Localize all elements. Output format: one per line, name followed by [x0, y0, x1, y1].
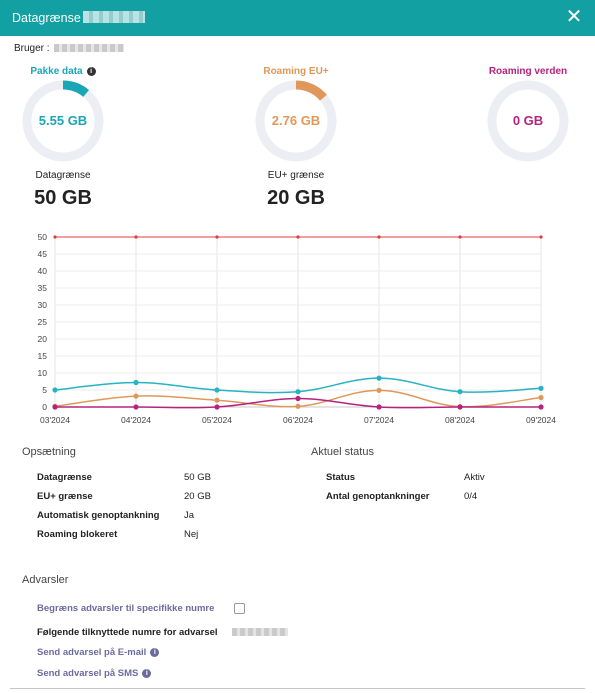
x-tick-label: 07'2024 [364, 415, 394, 425]
gauge-label-roaming-world: Roaming verden [488, 66, 568, 77]
y-tick-label: 50 [38, 232, 48, 242]
y-tick-label: 25 [38, 317, 48, 327]
data-point[interactable] [376, 404, 382, 410]
gauge-value: 0 GB [512, 113, 544, 128]
data-limit-value: 50 GB [34, 187, 92, 209]
x-tick-label: 03'2024 [40, 415, 70, 425]
gauge-roaming-world: 0 GB [486, 79, 570, 163]
info-icon[interactable]: i [150, 648, 160, 657]
close-icon[interactable]: ✕ [565, 6, 583, 28]
data-point[interactable] [214, 397, 220, 403]
status-row-value: 0/4 [464, 491, 478, 502]
user-label: Bruger : [14, 43, 50, 54]
eu-limit-value: 20 GB [267, 187, 325, 209]
gauge-label-package: Pakke data i [3, 66, 123, 77]
x-tick-label: 06'2024 [283, 415, 313, 425]
user-row: Bruger : [14, 43, 124, 54]
data-point[interactable] [538, 404, 544, 410]
y-tick-label: 15 [38, 351, 48, 361]
gauge-roaming-eu: 2.76 GB [254, 79, 338, 163]
setup-row-label: Roaming blokeret [37, 529, 118, 540]
linked-numbers-label: Følgende tilknyttede numre for advarsel [37, 627, 218, 638]
data-point[interactable] [295, 403, 301, 409]
y-tick-label: 5 [42, 385, 47, 395]
eu-limit-label: EU+ grænse [267, 170, 325, 181]
warnings-title: Advarsler [22, 574, 69, 586]
data-point[interactable] [134, 235, 138, 239]
setup-row-value: 20 GB [184, 491, 211, 502]
data-point[interactable] [457, 404, 463, 410]
setup-row-value: Nej [184, 529, 199, 540]
gauge-arc [62, 80, 90, 98]
data-point[interactable] [133, 404, 139, 410]
data-point[interactable] [376, 375, 382, 381]
x-tick-label: 08'2024 [445, 415, 475, 425]
gauge-ring [22, 80, 104, 162]
status-row-value: Aktiv [464, 472, 485, 483]
setup-row-value: 50 GB [184, 472, 211, 483]
status-title: Aktuel status [311, 446, 374, 458]
send-email-label: Send advarsel på E-mail [37, 647, 147, 658]
limit-specific-checkbox[interactable] [234, 603, 245, 614]
data-point[interactable] [296, 235, 300, 239]
redacted-title-number [83, 11, 145, 23]
data-point[interactable] [215, 235, 219, 239]
x-tick-label: 09'2024 [526, 415, 556, 425]
y-tick-label: 0 [42, 402, 47, 412]
y-tick-label: 20 [38, 334, 48, 344]
data-point[interactable] [539, 235, 543, 239]
data-point[interactable] [538, 385, 544, 391]
gauge-track [487, 80, 569, 162]
gauge-ring [255, 80, 337, 162]
data-point[interactable] [376, 387, 382, 393]
gauge-package-data: 5.55 GB [21, 79, 105, 163]
data-point[interactable] [133, 379, 139, 386]
data-point[interactable] [295, 395, 301, 402]
gauge-ring [487, 80, 569, 162]
send-sms-label: Send advarsel på SMS [37, 668, 139, 679]
setup-row-label: EU+ grænse [37, 491, 93, 502]
data-point[interactable] [52, 387, 58, 393]
redacted-user-name [53, 44, 124, 53]
y-tick-label: 10 [38, 368, 48, 378]
send-email-row[interactable]: Send advarsel på E-mail i [37, 647, 160, 658]
x-tick-label: 04'2024 [121, 415, 151, 425]
status-row-label: Antal genoptankninger [326, 491, 430, 502]
setup-title: Opsætning [22, 446, 76, 458]
data-point[interactable] [538, 394, 544, 401]
limit-specific-label: Begræns advarsler til specifikke numre [37, 603, 215, 614]
data-point[interactable] [52, 404, 58, 410]
dialog-header: Datagrænse ✕ [0, 0, 595, 36]
gauge-value: 2.76 GB [271, 113, 321, 128]
gauge-value: 5.55 GB [38, 113, 88, 128]
y-tick-label: 35 [38, 283, 48, 293]
data-point[interactable] [458, 235, 462, 239]
y-tick-label: 40 [38, 266, 48, 276]
gauge-label-text: Pakke data [30, 66, 83, 77]
status-row-label: Status [326, 472, 356, 483]
gauge-arc [295, 80, 327, 101]
data-point[interactable] [214, 387, 220, 393]
x-tick-label: 05'2024 [202, 415, 232, 425]
info-icon[interactable]: i [142, 669, 152, 678]
data-point[interactable] [53, 235, 57, 239]
data-point[interactable] [377, 235, 381, 239]
data-point[interactable] [214, 404, 220, 410]
dialog-title: Datagrænse [12, 11, 81, 25]
setup-row-label: Automatisk genoptankning [37, 510, 160, 521]
data-point[interactable] [457, 389, 463, 395]
setup-row-label: Datagrænse [37, 472, 92, 483]
data-point[interactable] [295, 389, 301, 395]
data-point[interactable] [133, 393, 139, 399]
usage-line-chart: 03'2024 04'2024 05'2024 06'2024 07'2024 08'20… [38, 232, 557, 425]
info-icon[interactable]: i [86, 67, 96, 76]
setup-row-value: Ja [184, 510, 195, 521]
send-sms-row[interactable]: Send advarsel på SMS i [37, 668, 152, 679]
gauge-label-roaming-eu: Roaming EU+ [263, 66, 329, 77]
redacted-linked-numbers [232, 628, 288, 636]
data-limit-label: Datagrænse [35, 170, 91, 181]
divider [10, 688, 585, 689]
y-tick-label: 45 [38, 249, 48, 259]
y-tick-label: 30 [38, 300, 48, 310]
